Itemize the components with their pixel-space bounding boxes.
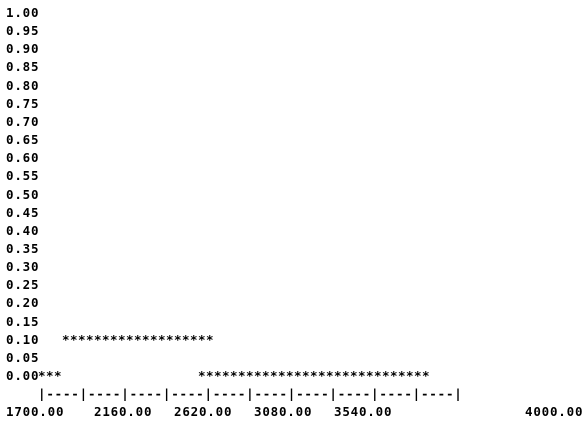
x-axis-rule: |----|----|----|----|----|----|----|----… xyxy=(38,386,463,402)
data-point-star: * xyxy=(126,331,135,347)
y-tick-label: 0.70 xyxy=(6,113,40,129)
data-point-star: * xyxy=(398,368,407,383)
y-tick-label: 0.50 xyxy=(6,186,40,202)
y-tick-label: 0.85 xyxy=(6,59,40,75)
data-point-star: * xyxy=(302,368,311,383)
data-point-star: * xyxy=(166,331,175,347)
data-point-star: * xyxy=(182,331,191,347)
data-point-star: * xyxy=(150,331,159,347)
data-point-star: * xyxy=(238,368,247,383)
data-point-star: * xyxy=(222,368,231,383)
data-point-star: * xyxy=(46,368,55,383)
data-point-star: * xyxy=(78,331,87,347)
data-point-star: * xyxy=(86,331,95,347)
y-tick-label: 0.00 xyxy=(6,368,40,383)
data-point-star: * xyxy=(342,368,351,383)
y-tick-label: 0.30 xyxy=(6,259,40,275)
x-tick-label: 1700.00 xyxy=(6,404,65,420)
data-point-star: * xyxy=(350,368,359,383)
data-point-star: * xyxy=(326,368,335,383)
y-tick-label: 0.95 xyxy=(6,23,40,39)
data-point-star: * xyxy=(334,368,343,383)
data-point-star: * xyxy=(110,331,119,347)
data-point-star: * xyxy=(382,368,391,383)
y-tick-label: 0.55 xyxy=(6,168,40,184)
data-point-star: * xyxy=(62,331,71,347)
data-point-star: * xyxy=(134,331,143,347)
x-tick-label: 2620.00 xyxy=(174,404,233,420)
data-point-star: * xyxy=(118,331,127,347)
data-point-star: * xyxy=(102,331,111,347)
data-point-star: * xyxy=(254,368,263,383)
data-point-star: * xyxy=(214,368,223,383)
data-point-star: * xyxy=(70,331,79,347)
y-tick-label: 0.05 xyxy=(6,349,40,365)
data-point-star: * xyxy=(310,368,319,383)
y-tick-label: 0.40 xyxy=(6,222,40,238)
y-tick-label: 0.25 xyxy=(6,277,40,293)
y-tick-label: 0.60 xyxy=(6,150,40,166)
data-point-star: * xyxy=(174,331,183,347)
data-point-star: * xyxy=(38,368,47,383)
data-point-star: * xyxy=(246,368,255,383)
data-point-star: * xyxy=(406,368,415,383)
data-point-star: * xyxy=(278,368,287,383)
data-point-star: * xyxy=(158,331,167,347)
y-tick-label: 1.00 xyxy=(6,5,40,20)
data-point-star: * xyxy=(414,368,423,383)
data-point-star: * xyxy=(422,368,431,383)
y-tick-label: 0.75 xyxy=(6,95,40,111)
data-point-star: * xyxy=(54,368,63,383)
data-point-star: * xyxy=(198,368,207,383)
data-point-star: * xyxy=(262,368,271,383)
y-tick-label: 0.20 xyxy=(6,295,40,311)
data-point-star: * xyxy=(286,368,295,383)
y-tick-label: 0.15 xyxy=(6,313,40,329)
x-tick-label: 3080.00 xyxy=(254,404,313,420)
y-tick-label: 0.35 xyxy=(6,240,40,256)
data-point-star: * xyxy=(318,368,327,383)
data-point-star: * xyxy=(142,331,151,347)
x-tick-label: 3540.00 xyxy=(334,404,393,420)
y-tick-label: 0.10 xyxy=(6,331,40,347)
data-point-star: * xyxy=(390,368,399,383)
y-tick-label: 0.80 xyxy=(6,77,40,93)
data-point-star: * xyxy=(198,331,207,347)
data-point-star: * xyxy=(94,331,103,347)
data-point-star: * xyxy=(230,368,239,383)
data-point-star: * xyxy=(358,368,367,383)
data-point-star: * xyxy=(374,368,383,383)
x-tick-label: 2160.00 xyxy=(94,404,153,420)
data-point-star: * xyxy=(294,368,303,383)
y-tick-label: 0.45 xyxy=(6,204,40,220)
data-point-star: * xyxy=(206,331,215,347)
data-point-star: * xyxy=(366,368,375,383)
x-tick-label: 4000.00 xyxy=(525,404,584,420)
data-point-star: * xyxy=(206,368,215,383)
y-tick-label: 0.65 xyxy=(6,132,40,148)
data-point-star: * xyxy=(270,368,279,383)
y-tick-label: 0.90 xyxy=(6,41,40,57)
data-point-star: * xyxy=(190,331,199,347)
